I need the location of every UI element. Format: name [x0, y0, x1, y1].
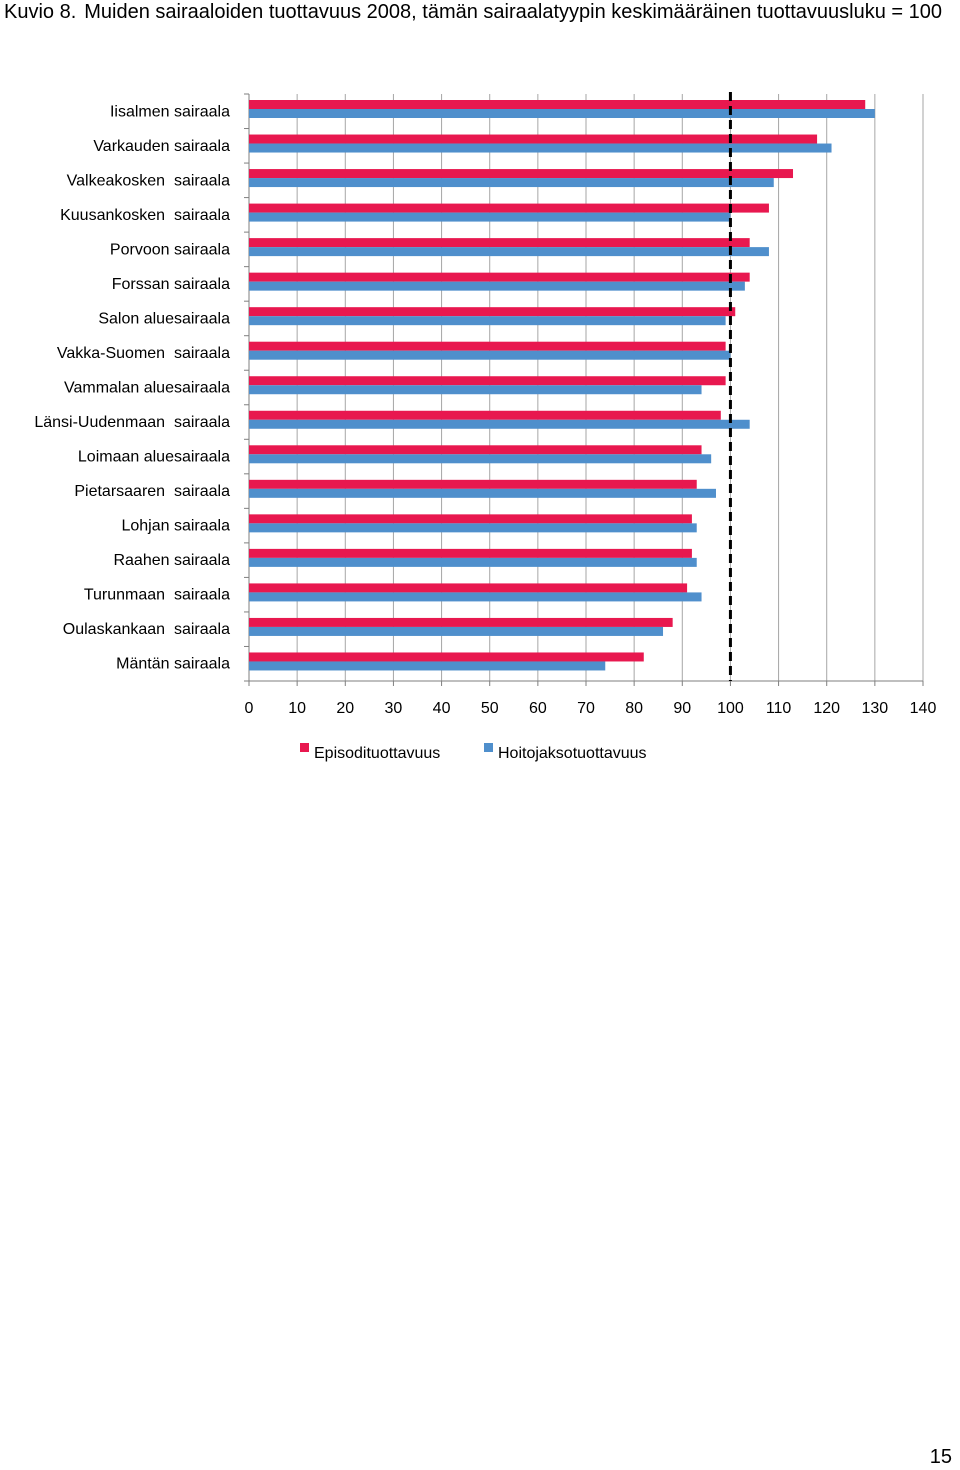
x-tick-label: 0	[245, 700, 254, 717]
x-tick-label: 60	[529, 700, 547, 717]
category-label: Oulaskankaan sairaala	[63, 621, 230, 638]
bar-hoitojaksotuottavuus	[249, 592, 702, 602]
page-number: 15	[929, 1446, 952, 1468]
category-label: Mäntän sairaala	[116, 656, 230, 673]
x-tick-label: 50	[481, 700, 499, 717]
x-tick-label: 70	[577, 700, 595, 717]
bar-hoitojaksotuottavuus	[249, 454, 712, 464]
x-tick-label: 130	[862, 700, 889, 717]
bar-hoitojaksotuottavuus	[249, 626, 664, 636]
bar-hoitojaksotuottavuus	[249, 488, 716, 498]
bar-episodituottavuus	[249, 169, 794, 179]
category-label: Porvoon sairaala	[110, 241, 230, 258]
bar-episodituottavuus	[249, 376, 726, 386]
bar-episodituottavuus	[249, 652, 644, 662]
category-label: Vammalan aluesairaala	[64, 380, 230, 397]
category-label: Iisalmen sairaala	[110, 103, 230, 120]
bar-episodituottavuus	[249, 583, 688, 593]
title-text: Muiden sairaaloiden tuottavuus 2008, täm…	[84, 1, 943, 23]
bar-episodituottavuus	[249, 514, 692, 524]
bar-episodituottavuus	[249, 479, 697, 489]
bar-episodituottavuus	[249, 134, 818, 144]
bar-hoitojaksotuottavuus	[249, 247, 769, 257]
category-label: Kuusankosken sairaala	[60, 207, 230, 224]
category-label: Loimaan aluesairaala	[78, 449, 230, 466]
chart-title: Kuvio 8. Muiden sairaaloiden tuottavuus 2…	[4, 0, 954, 24]
x-tick-label: 10	[288, 700, 306, 717]
bar-hoitojaksotuottavuus	[249, 661, 606, 671]
bar-episodituottavuus	[249, 410, 721, 420]
x-tick-label: 20	[336, 700, 354, 717]
x-tick-label: 30	[385, 700, 403, 717]
category-label: Pietarsaaren sairaala	[74, 483, 230, 500]
legend-label: Episodituottavuus	[314, 745, 440, 762]
bar-episodituottavuus	[249, 238, 750, 248]
bar-hoitojaksotuottavuus	[249, 350, 731, 360]
bar-episodituottavuus	[249, 100, 866, 109]
category-label: Varkauden sairaala	[93, 138, 230, 155]
category-label: Valkeakosken sairaala	[67, 172, 230, 189]
bar-episodituottavuus	[249, 341, 726, 351]
category-label: Turunmaan sairaala	[84, 587, 230, 604]
x-tick-label: 110	[766, 700, 792, 717]
bar-hoitojaksotuottavuus	[249, 557, 697, 567]
category-label: Lohjan sairaala	[121, 518, 230, 535]
x-tick-label: 90	[673, 700, 691, 717]
category-label: Länsi-Uudenmaan sairaala	[34, 414, 230, 431]
bar-chart: 0 10 20 30 40 50 60 70 80 90 100 110 120 130 140 Iisalm…	[34, 92, 937, 762]
bar-hoitojaksotuottavuus	[249, 109, 875, 118]
bar-hoitojaksotuottavuus	[249, 385, 702, 395]
figure-label: Kuvio 8.	[4, 1, 77, 23]
x-tick-label: 80	[625, 700, 643, 717]
bar-episodituottavuus	[249, 307, 736, 317]
bar-episodituottavuus	[249, 203, 769, 213]
bar-hoitojaksotuottavuus	[249, 316, 726, 326]
x-tick-label: 40	[433, 700, 451, 717]
bar-episodituottavuus	[249, 548, 692, 558]
legend-swatch	[484, 743, 493, 752]
x-tick-label: 140	[910, 700, 937, 717]
bar-hoitojaksotuottavuus	[249, 212, 731, 222]
bar-hoitojaksotuottavuus	[249, 143, 832, 153]
bar-hoitojaksotuottavuus	[249, 419, 750, 429]
bar-episodituottavuus	[249, 617, 673, 627]
bar-episodituottavuus	[249, 272, 750, 282]
x-tick-label: 100	[717, 700, 744, 717]
bar-hoitojaksotuottavuus	[249, 281, 745, 291]
category-label: Raahen sairaala	[113, 552, 230, 569]
category-label: Forssan sairaala	[112, 276, 230, 293]
legend-swatch	[300, 743, 309, 752]
legend-label: Hoitojaksotuottavuus	[498, 745, 647, 762]
bar-episodituottavuus	[249, 445, 702, 455]
x-tick-label: 120	[813, 700, 840, 717]
category-label: Vakka-Suomen sairaala	[57, 345, 230, 362]
bar-hoitojaksotuottavuus	[249, 178, 774, 188]
category-label: Salon aluesairaala	[98, 310, 230, 327]
bar-hoitojaksotuottavuus	[249, 523, 697, 533]
